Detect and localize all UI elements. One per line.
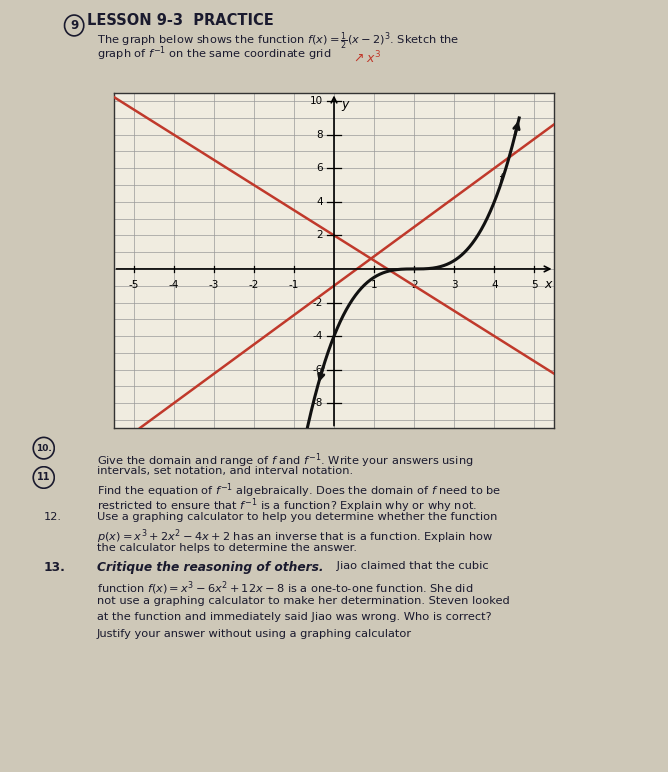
Text: Justify your answer without using a graphing calculator: Justify your answer without using a grap… [97,629,412,639]
Text: -3: -3 [208,280,219,290]
Text: 1: 1 [371,280,377,290]
Text: Use a graphing calculator to help you determine whether the function: Use a graphing calculator to help you de… [97,512,497,522]
Text: Jiao claimed that the cubic: Jiao claimed that the cubic [333,561,488,571]
Text: Give the domain and range of $f$ and $f^{-1}$. Write your answers using: Give the domain and range of $f$ and $f^… [97,452,474,470]
Text: function $f(x) = x^3 - 6x^2 + 12x - 8$ is a one-to-one function. She did: function $f(x) = x^3 - 6x^2 + 12x - 8$ i… [97,579,473,597]
Text: 10.: 10. [36,444,51,452]
Text: LESSON 9-3  PRACTICE: LESSON 9-3 PRACTICE [87,13,274,28]
Text: 11: 11 [37,472,51,482]
Text: restricted to ensure that $f^{-1}$ is a function? Explain why or why not.: restricted to ensure that $f^{-1}$ is a … [97,496,477,515]
Text: -2: -2 [313,297,323,307]
Text: -4: -4 [313,331,323,341]
Text: 2: 2 [411,280,418,290]
Text: 13.: 13. [43,561,65,574]
Text: $\nearrow x^3$: $\nearrow x^3$ [351,50,381,67]
Text: $f$: $f$ [498,172,506,186]
Text: graph of $f^{-1}$ on the same coordinate grid: graph of $f^{-1}$ on the same coordinate… [97,45,331,63]
Text: 4: 4 [316,197,323,207]
Text: -6: -6 [313,364,323,374]
Text: the calculator helps to determine the answer.: the calculator helps to determine the an… [97,543,357,553]
Text: 6: 6 [316,163,323,173]
Text: -8: -8 [313,398,323,408]
Text: intervals, set notation, and interval notation.: intervals, set notation, and interval no… [97,466,353,476]
Text: -4: -4 [168,280,179,290]
Text: at the function and immediately said Jiao was wrong. Who is correct?: at the function and immediately said Jia… [97,612,492,622]
Text: -1: -1 [289,280,299,290]
Text: The graph below shows the function $f(x)=\frac{1}{2}(x-2)^3$. Sketch the: The graph below shows the function $f(x)… [97,31,459,52]
Text: -5: -5 [128,280,139,290]
Text: 3: 3 [451,280,458,290]
Text: 2: 2 [316,230,323,240]
Text: $p(x) = x^3 + 2x^2 - 4x + 2$ has an inverse that is a function. Explain how: $p(x) = x^3 + 2x^2 - 4x + 2$ has an inve… [97,527,494,546]
Text: 12.: 12. [43,512,61,522]
Text: Find the equation of $f^{-1}$ algebraically. Does the domain of $f$ need to be: Find the equation of $f^{-1}$ algebraica… [97,481,501,499]
Text: 8: 8 [316,130,323,140]
Text: 9: 9 [70,19,78,32]
Text: not use a graphing calculator to make her determination. Steven looked: not use a graphing calculator to make he… [97,596,510,606]
Text: 10: 10 [310,96,323,106]
Text: 5: 5 [531,280,538,290]
Text: $x$: $x$ [544,278,553,291]
Text: Critique the reasoning of others.: Critique the reasoning of others. [97,561,323,574]
Text: -2: -2 [248,280,259,290]
Text: 4: 4 [491,280,498,290]
Text: $y$: $y$ [341,100,351,113]
